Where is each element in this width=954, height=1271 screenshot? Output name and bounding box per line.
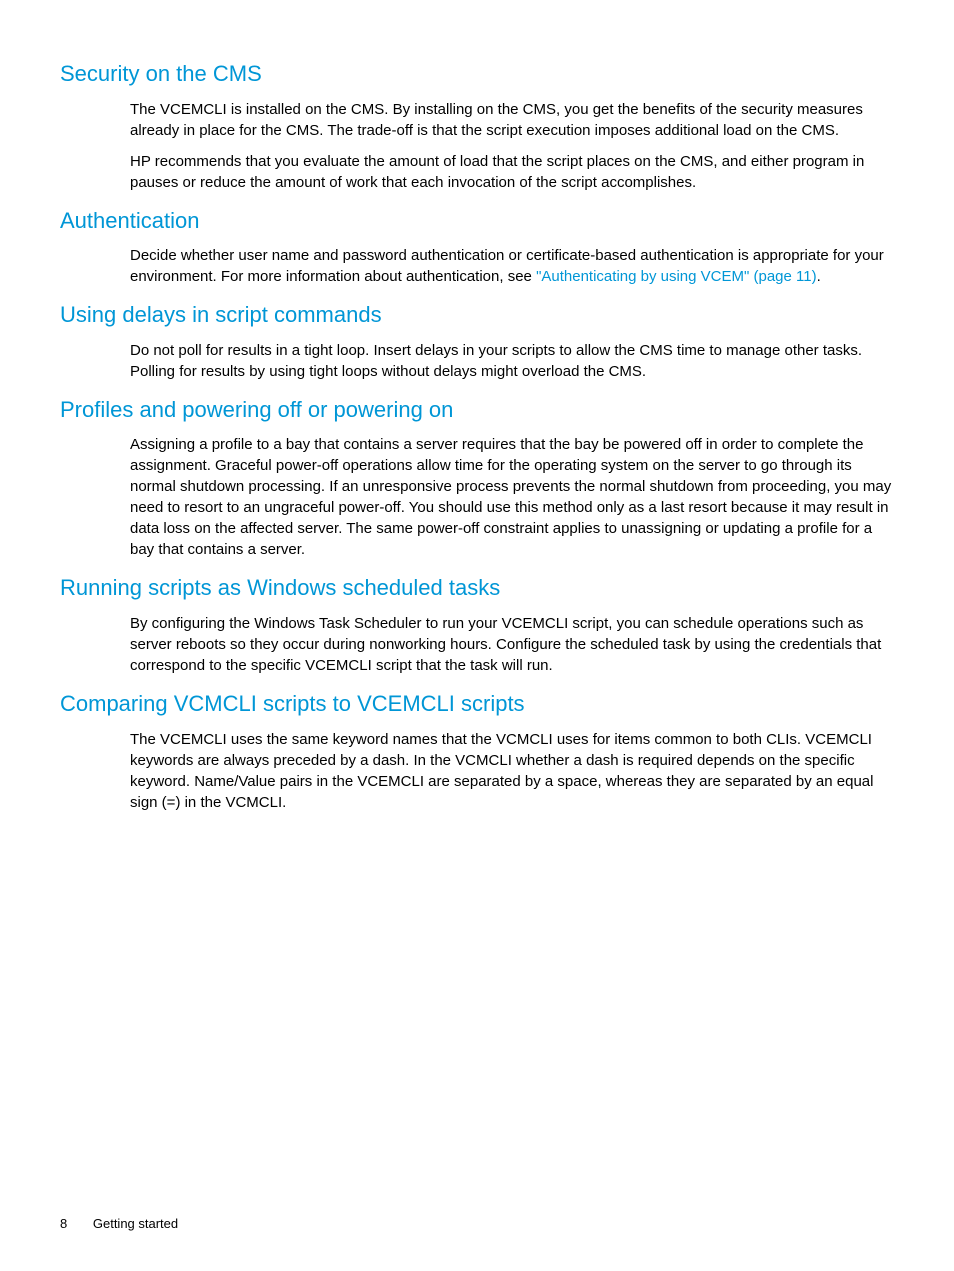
section-security: Security on the CMS The VCEMCLI is insta… [60,60,894,193]
body-paragraph: HP recommends that you evaluate the amou… [130,151,894,193]
body-paragraph: The VCEMCLI is installed on the CMS. By … [130,99,894,141]
section-authentication: Authentication Decide whether user name … [60,207,894,288]
heading-authentication: Authentication [60,207,894,236]
text-post-link: . [817,268,821,285]
section-delays: Using delays in script commands Do not p… [60,301,894,382]
body-paragraph: Decide whether user name and password au… [130,245,894,287]
heading-profiles: Profiles and powering off or powering on [60,396,894,425]
heading-security: Security on the CMS [60,60,894,89]
body-paragraph: The VCEMCLI uses the same keyword names … [130,729,894,813]
cross-reference-link[interactable]: "Authenticating by using VCEM" (page 11) [536,268,817,285]
section-comparing: Comparing VCMCLI scripts to VCEMCLI scri… [60,690,894,813]
heading-comparing: Comparing VCMCLI scripts to VCEMCLI scri… [60,690,894,719]
body-paragraph: By configuring the Windows Task Schedule… [130,613,894,676]
page-number: 8 [60,1216,67,1231]
chapter-title: Getting started [93,1216,178,1231]
body-paragraph: Assigning a profile to a bay that contai… [130,434,894,560]
section-profiles: Profiles and powering off or powering on… [60,396,894,561]
heading-delays: Using delays in script commands [60,301,894,330]
heading-scheduled: Running scripts as Windows scheduled tas… [60,574,894,603]
page-footer: 8 Getting started [60,1216,178,1231]
body-paragraph: Do not poll for results in a tight loop.… [130,340,894,382]
section-scheduled: Running scripts as Windows scheduled tas… [60,574,894,676]
